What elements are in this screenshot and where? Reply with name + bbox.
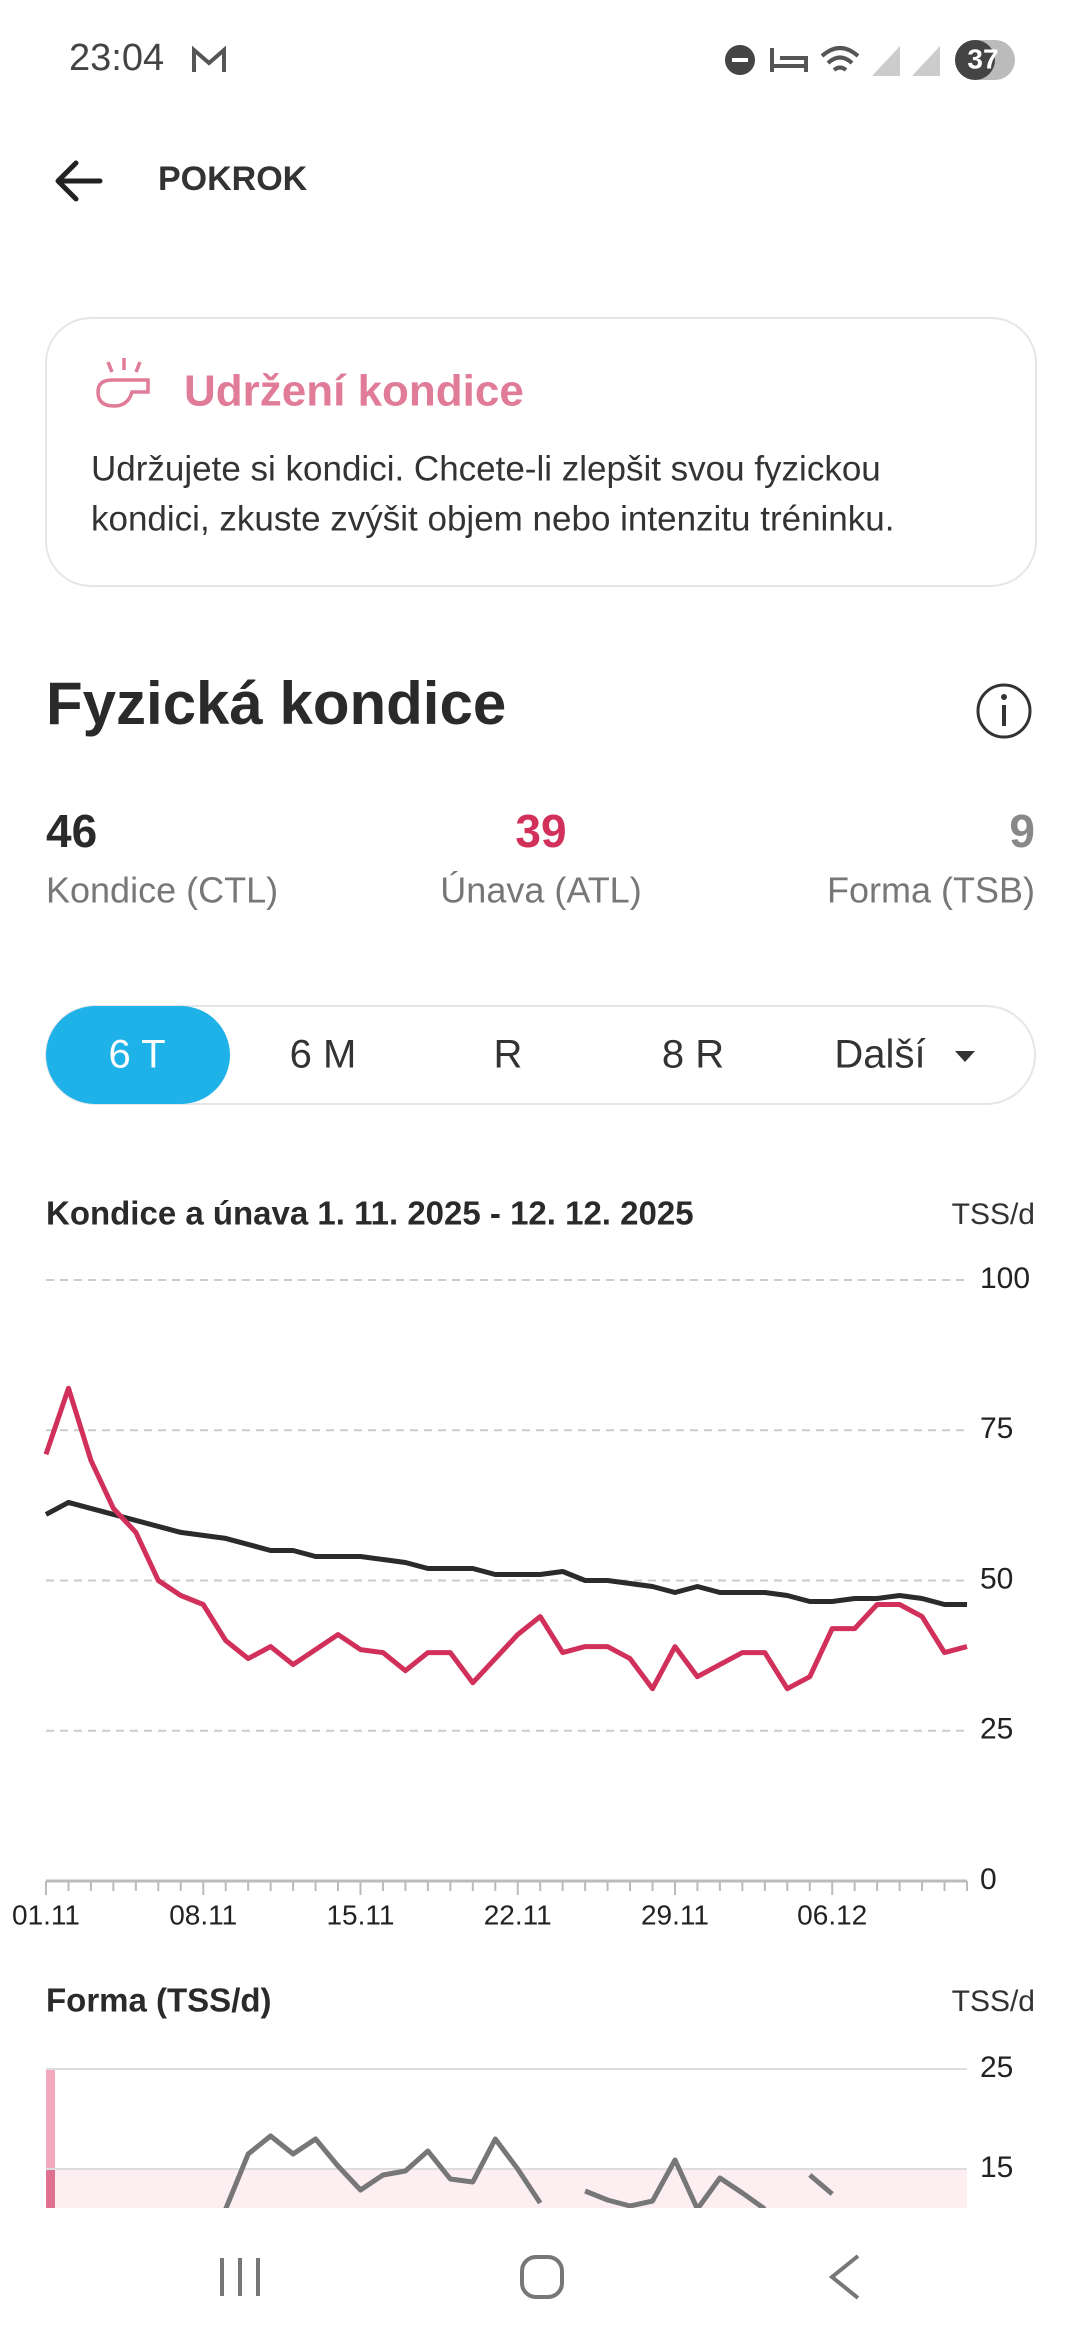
stat-label: Únava (ATL) bbox=[440, 870, 641, 911]
tab-selected bbox=[46, 1006, 230, 1104]
y-tick-label: 100 bbox=[980, 1262, 1030, 1295]
series-line bbox=[43, 1385, 968, 1692]
info-dot bbox=[1001, 694, 1007, 700]
section-title: Fyzická kondice bbox=[46, 670, 506, 737]
nav-bar bbox=[0, 2208, 1080, 2340]
stat-label: Forma (TSB) bbox=[827, 870, 1035, 911]
battery-level bbox=[955, 40, 995, 80]
tab[interactable]: 8 R bbox=[662, 1033, 724, 1077]
y-axis-label: TSS/d bbox=[952, 1985, 1035, 2018]
series-line bbox=[44, 1499, 967, 1607]
whistle-icon bbox=[96, 358, 150, 408]
x-tick-label: 22.11 bbox=[484, 1899, 552, 1930]
bed-icon bbox=[770, 48, 808, 72]
gmail-icon bbox=[192, 45, 226, 72]
stat-label: Kondice (CTL) bbox=[46, 870, 278, 911]
info-button[interactable] bbox=[976, 683, 1032, 739]
y-tick-label: 25 bbox=[980, 1713, 1013, 1746]
y-tick-label: 75 bbox=[980, 1412, 1013, 1445]
zone-strip bbox=[46, 2069, 55, 2169]
tab[interactable]: R bbox=[494, 1033, 523, 1077]
stats: 46 Kondice (CTL) 39 Únava (ATL) 9 Forma (TSB) bbox=[46, 805, 1035, 910]
y-axis-label: TSS/d bbox=[952, 1198, 1035, 1231]
zone-strip bbox=[46, 2169, 55, 2209]
battery-text: 37 bbox=[967, 43, 998, 74]
x-tick-label: 15.11 bbox=[326, 1899, 394, 1930]
clock: 23:04 bbox=[69, 37, 164, 79]
card-text: Udržujete si kondici. Chcete-li zlepšit … bbox=[91, 449, 881, 488]
y-tick-label: 25 bbox=[980, 2051, 1013, 2084]
back-nav-button[interactable] bbox=[828, 2254, 860, 2300]
card-text: kondici, zkuste zvýšit objem nebo intenz… bbox=[91, 499, 894, 538]
signal-icon bbox=[872, 46, 900, 76]
status-card bbox=[45, 317, 1037, 587]
x-tick-label: 08.11 bbox=[169, 1899, 237, 1930]
charts: Kondice a únava 1. 11. 2025 - 12. 12. 20… bbox=[12, 1195, 1035, 2209]
x-tick-label: 01.11 bbox=[12, 1899, 80, 1930]
dropdown-arrow bbox=[955, 1051, 975, 1062]
dnd-bar bbox=[732, 58, 748, 62]
back-button[interactable] bbox=[55, 160, 103, 202]
stat-value: 9 bbox=[1009, 805, 1035, 857]
signal-icon bbox=[912, 46, 940, 76]
chart-title: Kondice a únava 1. 11. 2025 - 12. 12. 20… bbox=[46, 1195, 694, 1232]
x-tick-label: 29.11 bbox=[641, 1899, 709, 1930]
header-title: POKROK bbox=[158, 160, 308, 198]
y-tick-label: 15 bbox=[980, 2151, 1013, 2184]
y-tick-label: 50 bbox=[980, 1562, 1013, 1595]
home-button[interactable] bbox=[520, 2255, 564, 2299]
tab[interactable]: 6 T bbox=[108, 1033, 165, 1077]
tabs: 6 T 6 M R 8 R Další bbox=[46, 1006, 975, 1104]
wifi-icon bbox=[820, 46, 860, 72]
tab[interactable]: 6 M bbox=[290, 1033, 357, 1077]
card-title: Udržení kondice bbox=[184, 367, 524, 416]
y-tick-label: 0 bbox=[980, 1863, 997, 1896]
series-line bbox=[223, 2133, 834, 2209]
stat-value: 46 bbox=[46, 805, 97, 857]
recents-button[interactable] bbox=[220, 2258, 260, 2296]
tab[interactable]: Další bbox=[834, 1033, 925, 1077]
plot: 0 25 50 75 100 01.11 08.11 15.11 22.11 29.11 06.12 bbox=[12, 1262, 1030, 1930]
stat-value: 39 bbox=[515, 805, 566, 857]
chart-title: Forma (TSS/d) bbox=[46, 1982, 272, 2019]
x-tick-label: 06.12 bbox=[797, 1899, 867, 1930]
